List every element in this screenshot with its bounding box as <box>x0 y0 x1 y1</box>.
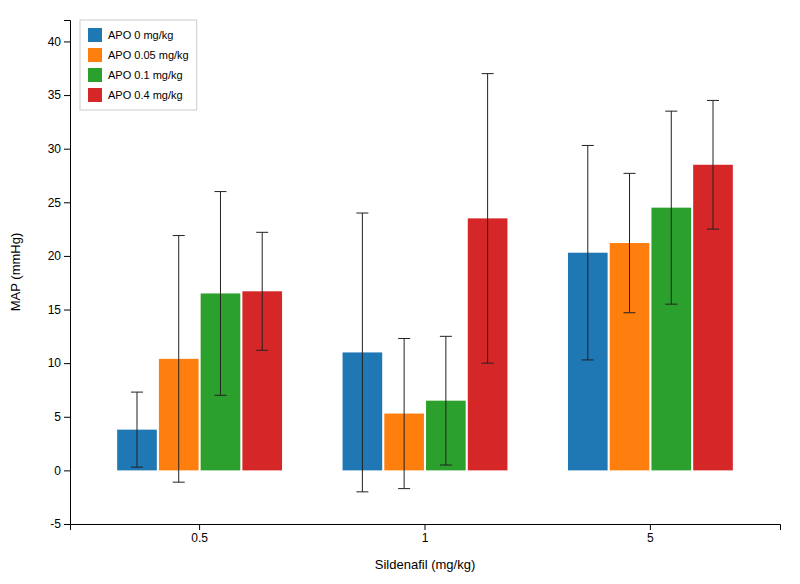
error-bar <box>665 111 677 304</box>
legend-item: APO 0.05 mg/kg <box>88 48 189 62</box>
series <box>159 173 649 488</box>
legend-item: APO 0.1 mg/kg <box>88 68 183 82</box>
y-tick: 20 <box>48 249 70 263</box>
x-tick-label: 1 <box>422 531 429 545</box>
y-tick-mark <box>64 256 70 257</box>
error-bar <box>131 392 143 467</box>
y-tick-label: -5 <box>50 517 61 531</box>
series <box>201 111 691 470</box>
legend: APO 0 mg/kg APO 0.05 mg/kg APO 0.1 mg/kg AP… <box>80 20 197 110</box>
y-tick-mark <box>64 149 70 150</box>
plot: -505101520253035400.515APO 0 mg/kgAPO 0.… <box>48 20 781 545</box>
error-bar <box>440 336 452 465</box>
y-tick-label: 10 <box>48 356 62 370</box>
legend-swatch <box>88 68 102 82</box>
y-tick: 10 <box>48 356 70 370</box>
y-tick: 40 <box>48 35 70 49</box>
legend-label: APO 0 mg/kg <box>108 29 173 41</box>
legend-swatch <box>88 28 102 42</box>
error-bar <box>214 192 226 396</box>
y-tick: 0 <box>54 464 70 478</box>
x-axis-line <box>71 525 781 531</box>
y-tick-label: 25 <box>48 196 62 210</box>
y-tick-label: 5 <box>54 410 61 424</box>
error-bar <box>707 100 719 229</box>
x-tick-mark <box>650 524 651 530</box>
y-tick: 25 <box>48 196 70 210</box>
error-bar <box>173 236 185 483</box>
y-axis-line <box>64 21 71 525</box>
legend-label: APO 0.1 mg/kg <box>108 69 183 81</box>
legend-swatch <box>88 88 102 102</box>
legend-label: APO 0.05 mg/kg <box>108 49 189 61</box>
x-tick-mark <box>425 524 426 530</box>
y-tick-label: 40 <box>48 35 62 49</box>
series <box>117 145 607 491</box>
x-tick: 5 <box>647 524 654 545</box>
legend-item: APO 0.4 mg/kg <box>88 88 183 102</box>
x-axis-title: Sildenafil (mg/kg) <box>375 557 475 572</box>
legend-item: APO 0 mg/kg <box>88 28 173 42</box>
y-axis-title: MAP (mmHg) <box>8 233 23 311</box>
y-tick-label: 15 <box>48 303 62 317</box>
x-tick: 0.5 <box>191 524 208 545</box>
y-tick: -5 <box>50 517 70 531</box>
x-tick-mark <box>199 524 200 530</box>
error-bar <box>356 213 368 492</box>
y-tick-mark <box>64 310 70 311</box>
x-tick-label: 5 <box>647 531 654 545</box>
series <box>242 74 732 471</box>
legend-label: APO 0.4 mg/kg <box>108 89 183 101</box>
y-tick: 5 <box>54 410 70 424</box>
y-tick: 35 <box>48 88 70 102</box>
x-tick: 1 <box>422 524 429 545</box>
error-bar <box>624 173 636 312</box>
y-axis: -5 0 5 10 15 20 25 30 35 40 <box>48 21 71 532</box>
x-axis: 0.5 1 5 <box>71 524 781 545</box>
legend-swatch <box>88 48 102 62</box>
y-tick: 30 <box>48 142 70 156</box>
y-tick-mark <box>64 41 70 42</box>
error-bar <box>398 338 410 488</box>
legend-box <box>80 20 197 110</box>
y-tick-label: 0 <box>54 464 61 478</box>
y-tick-mark <box>64 524 70 525</box>
error-bar <box>256 232 268 350</box>
y-tick-mark <box>64 470 70 471</box>
y-tick-mark <box>64 417 70 418</box>
y-tick-label: 30 <box>48 142 62 156</box>
marks <box>117 74 733 492</box>
error-bar <box>482 74 494 364</box>
y-tick-label: 20 <box>48 249 62 263</box>
y-tick-mark <box>64 363 70 364</box>
y-tick-mark <box>64 202 70 203</box>
y-tick-label: 35 <box>48 88 62 102</box>
x-tick-label: 0.5 <box>191 531 208 545</box>
y-tick: 15 <box>48 303 70 317</box>
error-bar <box>582 145 594 359</box>
y-tick-mark <box>64 95 70 96</box>
chart: -505101520253035400.515APO 0 mg/kgAPO 0.… <box>0 0 800 584</box>
